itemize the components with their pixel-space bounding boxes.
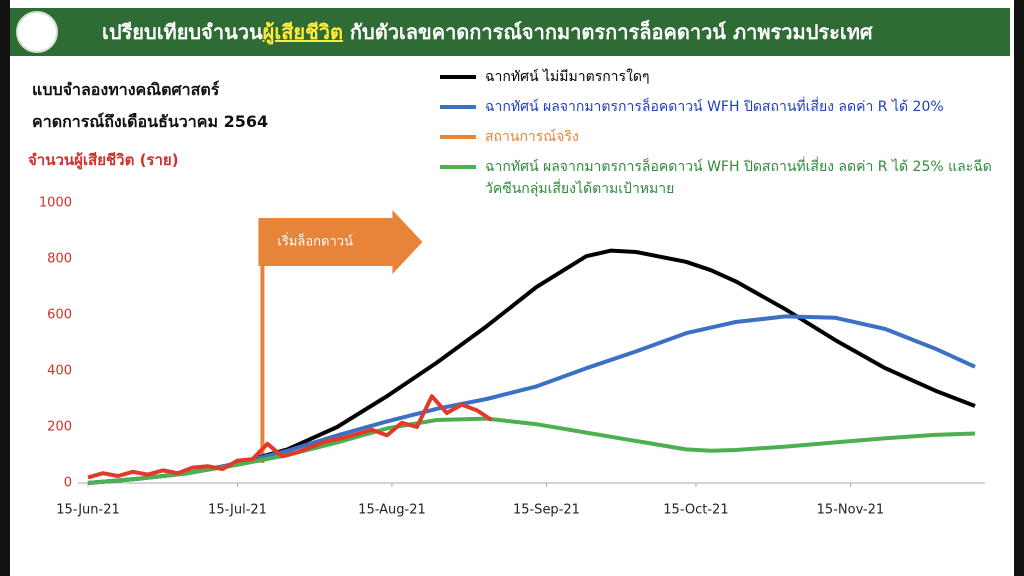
x-tick-label: 15-Aug-21	[358, 503, 426, 518]
series-line	[87, 314, 976, 485]
logo	[16, 11, 58, 53]
legend: ฉากทัศน์ ไม่มีมาตรการใดๆฉากทัศน์ ผลจากมา…	[435, 66, 1015, 208]
y-tick-label: 0	[64, 476, 72, 491]
legend-label: ฉากทัศน์ ไม่มีมาตรการใดๆ	[485, 69, 650, 85]
legend-swatch	[440, 135, 476, 139]
title-part: เปรียบเทียบจำนวน	[102, 20, 263, 44]
subtitle: คาดการณ์ถึงเดือนธันวาคม 2564	[32, 112, 269, 131]
title-part: กับตัวเลขคาดการณ์จากมาตรการล็อคดาวน์ ภาพ…	[349, 20, 873, 44]
y-tick-label: 400	[47, 364, 72, 379]
annotation-arrow	[258, 210, 423, 274]
series-line	[87, 248, 976, 485]
legend-item: ฉากทัศน์ ไม่มีมาตรการใดๆ	[435, 66, 1015, 88]
legend-item: ฉากทัศน์ ผลจากมาตรการล็อคดาวน์ WFH ปิดสถ…	[435, 156, 1015, 200]
title: เปรียบเทียบจำนวนผู้เสียชีวิต กับตัวเลขคา…	[102, 8, 873, 56]
x-tick-label: 15-Jun-21	[56, 503, 120, 518]
series-line	[87, 394, 493, 480]
x-tick-label: 15-Jul-21	[208, 503, 267, 518]
slide: เปรียบเทียบจำนวนผู้เสียชีวิต กับตัวเลขคา…	[10, 0, 1014, 576]
x-tick-label: 15-Nov-21	[817, 503, 885, 518]
legend-swatch	[440, 75, 476, 79]
series-line	[87, 416, 976, 485]
subtitle: แบบจำลองทางคณิตศาสตร์	[32, 80, 220, 99]
x-tick-label: 15-Oct-21	[663, 503, 728, 518]
legend-swatch	[440, 165, 476, 169]
y-axis-label: จำนวนผู้เสียชีวิต (ราย)	[28, 151, 179, 169]
legend-item: สถานการณ์จริง	[435, 126, 1015, 148]
legend-label: สถานการณ์จริง	[485, 129, 579, 145]
chart: 0 200 400 600 800 1000 15-Jun-21 15-Jul-21 15-Au…	[39, 196, 985, 518]
y-tick-label: 1000	[39, 196, 72, 211]
legend-swatch	[440, 105, 476, 109]
x-tick-label: 15-Sep-21	[513, 503, 580, 518]
legend-label: ฉากทัศน์ ผลจากมาตรการล็อคดาวน์ WFH ปิดสถ…	[485, 159, 992, 197]
legend-item: ฉากทัศน์ ผลจากมาตรการล็อคดาวน์ WFH ปิดสถ…	[435, 96, 1015, 118]
y-tick-label: 800	[47, 252, 72, 267]
annotation-label: เริ่มล็อกดาวน์	[277, 232, 353, 250]
title-highlight: ผู้เสียชีวิต	[262, 20, 343, 44]
y-tick-label: 200	[47, 420, 72, 435]
header: เปรียบเทียบจำนวนผู้เสียชีวิต กับตัวเลขคา…	[10, 8, 1010, 56]
legend-label: ฉากทัศน์ ผลจากมาตรการล็อคดาวน์ WFH ปิดสถ…	[485, 99, 944, 115]
y-tick-label: 600	[47, 308, 72, 323]
